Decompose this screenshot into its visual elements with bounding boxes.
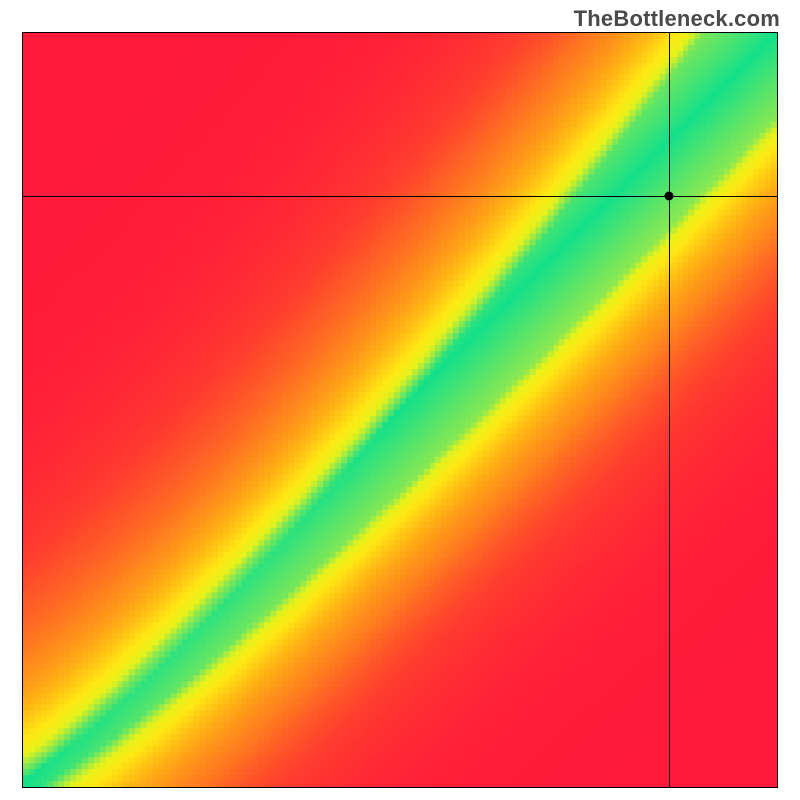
crosshair-marker bbox=[665, 191, 674, 200]
heatmap-canvas bbox=[23, 33, 777, 787]
bottleneck-heatmap-plot bbox=[22, 32, 778, 788]
crosshair-vertical bbox=[669, 33, 670, 787]
watermark-text: TheBottleneck.com bbox=[574, 6, 780, 32]
